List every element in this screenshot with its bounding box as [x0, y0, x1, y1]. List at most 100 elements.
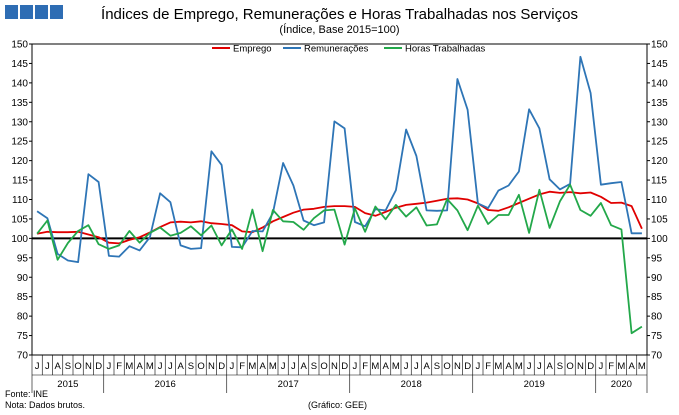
- month-label: D: [95, 361, 102, 372]
- month-label: D: [218, 361, 225, 372]
- y-tick-label-right: 90: [651, 273, 663, 284]
- y-tick-label-left: 140: [11, 78, 28, 89]
- month-label: N: [208, 361, 215, 372]
- month-label: J: [527, 361, 532, 372]
- month-label: O: [566, 361, 573, 372]
- month-label: S: [188, 361, 194, 372]
- month-label: J: [45, 361, 50, 372]
- y-tick-label-right: 75: [651, 331, 663, 342]
- y-tick-label-right: 135: [651, 98, 668, 109]
- month-label: A: [54, 361, 61, 372]
- month-label: J: [353, 361, 358, 372]
- month-label: S: [557, 361, 563, 372]
- month-label: J: [537, 361, 542, 372]
- series-line-3: [36, 183, 643, 335]
- month-label: D: [464, 361, 471, 372]
- chart-title: Índices de Emprego, Remunerações e Horas…: [101, 6, 578, 23]
- month-label: M: [392, 361, 400, 372]
- month-label: N: [577, 361, 584, 372]
- month-label: M: [494, 361, 502, 372]
- month-label: J: [230, 361, 235, 372]
- month-label: A: [136, 361, 143, 372]
- month-label: M: [638, 361, 646, 372]
- y-tick-label-left: 130: [11, 117, 28, 128]
- month-label: M: [248, 361, 256, 372]
- y-tick-label-left: 145: [11, 59, 28, 70]
- y-tick-label-right: 140: [651, 78, 668, 89]
- y-tick-label-left: 80: [17, 312, 29, 323]
- credit-text: (Gráfico: GEE): [308, 400, 368, 410]
- month-label: J: [281, 361, 286, 372]
- month-label: J: [158, 361, 163, 372]
- month-label: J: [35, 361, 40, 372]
- y-tick-label-left: 90: [17, 273, 29, 284]
- chart-subtitle: (Índice, Base 2015=100): [279, 24, 400, 36]
- y-tick-label-right: 105: [651, 214, 668, 225]
- month-label: J: [291, 361, 296, 372]
- month-label: A: [177, 361, 184, 372]
- month-label: F: [116, 361, 122, 372]
- month-label: J: [404, 361, 409, 372]
- month-label: A: [546, 361, 553, 372]
- month-label: D: [587, 361, 594, 372]
- y-tick-label-right: 145: [651, 59, 668, 70]
- y-tick-label-left: 95: [17, 253, 29, 264]
- month-label: A: [505, 361, 512, 372]
- month-label: O: [197, 361, 204, 372]
- y-tick-label-left: 135: [11, 98, 28, 109]
- y-tick-label-left: 125: [11, 137, 28, 148]
- month-label: A: [259, 361, 266, 372]
- month-label: O: [320, 361, 327, 372]
- y-tick-label-right: 120: [651, 156, 668, 167]
- plot-frame: [31, 43, 648, 356]
- y-tick-label-left: 110: [12, 195, 28, 206]
- month-label: N: [85, 361, 92, 372]
- month-label: F: [608, 361, 614, 372]
- legend-label: Remunerações: [304, 44, 369, 55]
- year-label: 2020: [611, 379, 632, 390]
- series-line-2: [36, 55, 642, 264]
- month-label: N: [454, 361, 461, 372]
- source-text: Fonte: INE: [5, 389, 49, 399]
- month-label: J: [599, 361, 604, 372]
- y-tick-label-left: 100: [11, 234, 28, 245]
- y-tick-label-left: 115: [12, 176, 28, 187]
- month-label: O: [443, 361, 450, 372]
- month-label: F: [485, 361, 491, 372]
- y-tick-label-right: 80: [651, 312, 663, 323]
- y-tick-label-right: 100: [651, 234, 668, 245]
- year-label: 2019: [524, 379, 545, 390]
- y-tick-label-right: 70: [651, 351, 663, 362]
- y-tick-label-right: 95: [651, 253, 663, 264]
- y-tick-label-right: 110: [651, 195, 667, 206]
- y-tick-label-left: 85: [17, 292, 29, 303]
- note-text: Nota: Dados brutos.: [5, 400, 86, 410]
- month-label: S: [434, 361, 440, 372]
- y-tick-label-left: 70: [17, 351, 29, 362]
- month-label: J: [107, 361, 112, 372]
- month-label: F: [239, 361, 245, 372]
- year-label: 2015: [57, 379, 78, 390]
- month-label: A: [628, 361, 635, 372]
- y-tick-label-right: 150: [651, 40, 668, 51]
- year-label: 2018: [401, 379, 422, 390]
- month-label: J: [476, 361, 481, 372]
- y-tick-label-right: 130: [651, 117, 668, 128]
- year-label: 2016: [155, 379, 176, 390]
- month-label: J: [414, 361, 419, 372]
- month-label: M: [617, 361, 625, 372]
- month-label: M: [515, 361, 523, 372]
- y-tick-label-right: 125: [651, 137, 668, 148]
- y-tick-label-left: 150: [11, 40, 28, 51]
- month-label: A: [382, 361, 389, 372]
- month-label: S: [311, 361, 317, 372]
- legend-label: Horas Trabalhadas: [405, 44, 486, 55]
- month-label: D: [341, 361, 348, 372]
- y-tick-label-left: 120: [11, 156, 28, 167]
- month-label: M: [125, 361, 133, 372]
- y-tick-label-left: 75: [17, 331, 29, 342]
- y-tick-label-right: 85: [651, 292, 663, 303]
- month-label: O: [74, 361, 81, 372]
- month-label: F: [362, 361, 368, 372]
